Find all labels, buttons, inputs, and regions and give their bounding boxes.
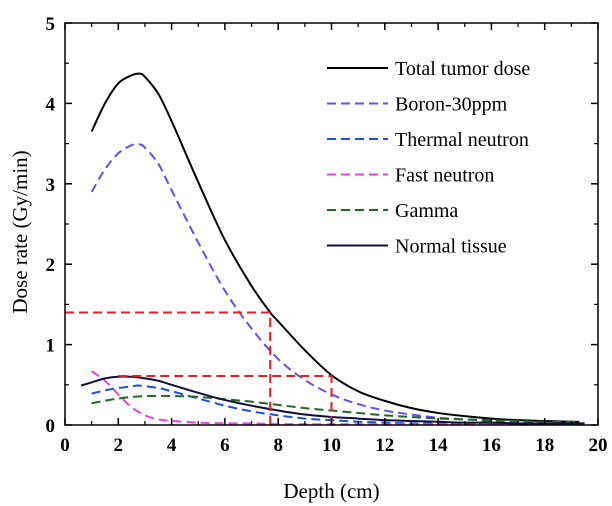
legend-label-normal-tissue: Normal tissue xyxy=(395,236,507,258)
x-axis-title: Depth (cm) xyxy=(283,479,379,503)
series-line-boron-30ppm xyxy=(90,143,580,424)
series-line-gamma xyxy=(91,394,580,423)
y-tick-label: 5 xyxy=(46,14,56,35)
series-layer xyxy=(80,72,585,426)
y-tick-label: 0 xyxy=(46,416,56,437)
x-tick-label: 4 xyxy=(167,435,177,456)
legend-label-total-tumor-dose: Total tumor dose xyxy=(395,58,530,80)
y-tick-label: 4 xyxy=(46,94,56,115)
legend-label-fast-neutron: Fast neutron xyxy=(395,165,494,187)
legend-label-boron-30ppm: Boron-30ppm xyxy=(395,94,508,116)
legend-label-gamma: Gamma xyxy=(395,200,458,222)
x-tick-label: 16 xyxy=(482,435,501,456)
series-line-thermal-neutron xyxy=(91,384,572,426)
x-tick-label: 0 xyxy=(60,435,70,456)
series-line-fast-neutron xyxy=(91,370,572,426)
y-tick-label: 3 xyxy=(46,175,56,196)
reference-lines xyxy=(65,311,333,425)
x-tick-label: 8 xyxy=(273,435,283,456)
x-tick-label: 14 xyxy=(429,435,449,456)
y-tick-label: 2 xyxy=(46,255,56,276)
y-axis-title: Dose rate (Gy/min) xyxy=(8,150,32,313)
plot-frame xyxy=(64,22,599,426)
x-tick-label: 10 xyxy=(322,435,341,456)
x-tick-label: 6 xyxy=(220,435,230,456)
legend: Total tumor dose Boron-30ppm Thermal neutr… xyxy=(327,58,530,258)
y-tick-label: 1 xyxy=(46,336,56,357)
x-tick-label: 18 xyxy=(535,435,554,456)
x-tick-label: 2 xyxy=(114,435,124,456)
x-tick-label: 20 xyxy=(589,435,608,456)
x-tick-label: 12 xyxy=(375,435,394,456)
series-line-normal-tissue xyxy=(80,375,585,425)
legend-label-thermal-neutron: Thermal neutron xyxy=(395,129,529,151)
